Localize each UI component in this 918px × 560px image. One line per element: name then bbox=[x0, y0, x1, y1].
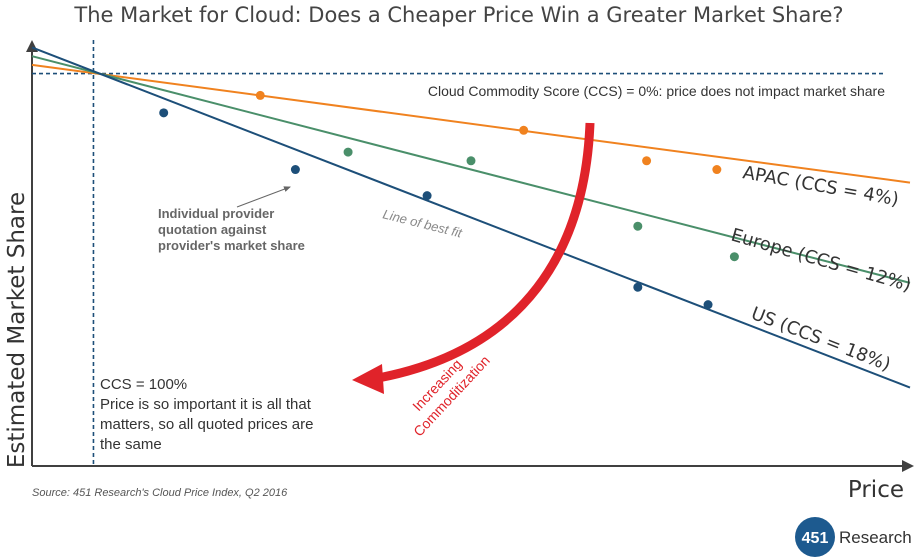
ccs-hundred-line-2: Price is so important it is all that bbox=[100, 396, 312, 413]
series-label-us: US (CCS = 18%) bbox=[748, 303, 893, 375]
x-axis-arrow bbox=[902, 460, 914, 472]
brand-logo-name: Research bbox=[839, 528, 912, 547]
data-points bbox=[159, 90, 739, 310]
data-point-europe-4 bbox=[729, 252, 739, 262]
data-point-europe-1 bbox=[343, 147, 353, 157]
fit-lines bbox=[31, 46, 911, 389]
data-point-us-4 bbox=[633, 282, 643, 292]
fit-line-us bbox=[31, 46, 911, 389]
brand-logo-number: 451 bbox=[802, 530, 829, 547]
data-point-apac-3 bbox=[642, 156, 652, 166]
provider-note-pointer bbox=[236, 186, 291, 208]
ccs-hundred-line-4: the same bbox=[100, 436, 162, 453]
y-axis-arrow bbox=[26, 40, 38, 52]
provider-note-line-2: quotation against bbox=[158, 222, 267, 237]
brand-logo-badge bbox=[795, 517, 835, 557]
data-point-europe-3 bbox=[633, 221, 643, 231]
y-axis-label: Estimated Market Share bbox=[4, 192, 30, 468]
data-point-us-3 bbox=[422, 191, 432, 201]
ccs-hundred-text: CCS = 100% Price is so important it is a… bbox=[100, 376, 318, 453]
ccs-zero-label: Cloud Commodity Score (CCS) = 0%: price … bbox=[428, 83, 885, 99]
x-axis-label: Price bbox=[848, 477, 904, 503]
fit-line-apac bbox=[31, 63, 911, 184]
data-point-apac-2 bbox=[519, 125, 529, 135]
data-point-europe-2 bbox=[466, 156, 476, 166]
chart-title: The Market for Cloud: Does a Cheaper Pri… bbox=[74, 3, 844, 27]
provider-note-line-3: provider's market share bbox=[158, 238, 305, 253]
data-point-apac-1 bbox=[255, 90, 265, 100]
data-point-us-2 bbox=[290, 165, 300, 175]
fit-line-europe bbox=[31, 55, 911, 284]
ccs-hundred-line-3: matters, so all quoted prices are bbox=[100, 416, 313, 433]
source-note: Source: 451 Research's Cloud Price Index… bbox=[32, 487, 288, 499]
best-fit-label: Line of best fit bbox=[381, 206, 465, 240]
commoditization-arrow bbox=[377, 122, 595, 383]
data-point-apac-4 bbox=[712, 165, 722, 175]
ccs-hundred-line-1: CCS = 100% bbox=[100, 376, 187, 393]
data-point-us-5 bbox=[703, 300, 713, 310]
commoditization-arrowhead-icon bbox=[352, 364, 384, 394]
provider-note: Individual provider quotation against pr… bbox=[158, 206, 305, 253]
data-point-us-1 bbox=[159, 108, 169, 118]
provider-note-line-1: Individual provider bbox=[158, 206, 274, 221]
series-label-europe: Europe (CCS = 12%) bbox=[729, 225, 914, 297]
series-label-apac: APAC (CCS = 4%) bbox=[741, 162, 900, 210]
